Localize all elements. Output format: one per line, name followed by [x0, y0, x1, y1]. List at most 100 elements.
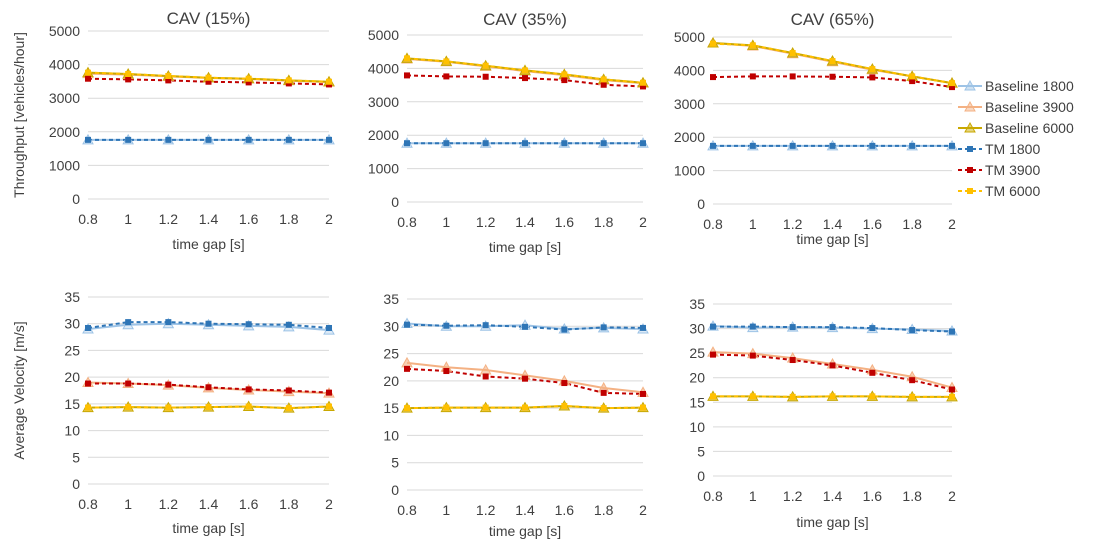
- data-point: [125, 319, 132, 326]
- y-tick-label: 5000: [49, 23, 80, 39]
- data-point: [949, 386, 955, 393]
- y-tick-label: 2000: [49, 124, 80, 140]
- data-point: [245, 136, 252, 143]
- y-tick-label: 5: [72, 449, 80, 465]
- chart-title: CAV (35%): [483, 10, 567, 29]
- chart-title: CAV (15%): [167, 9, 251, 28]
- y-tick-label: 3000: [49, 90, 80, 106]
- x-tick-label: 1.4: [515, 214, 535, 230]
- y-tick-label: 25: [64, 342, 80, 358]
- x-tick-label: 1.4: [199, 496, 219, 512]
- data-point: [125, 71, 132, 78]
- data-point: [949, 84, 955, 91]
- data-point: [869, 74, 876, 81]
- legend-marker: [967, 188, 973, 194]
- data-point: [482, 140, 489, 147]
- x-tick-label: 1.4: [515, 502, 535, 518]
- legend-marker: [964, 100, 976, 112]
- data-point: [789, 357, 796, 364]
- x-tick-label: 1.6: [555, 214, 575, 230]
- y-tick-label: 0: [391, 194, 399, 210]
- data-point: [404, 405, 410, 412]
- data-point: [640, 404, 646, 411]
- y-tick-label: 15: [383, 400, 399, 416]
- x-axis-label: time gap [s]: [172, 236, 244, 252]
- data-point: [600, 76, 607, 83]
- data-point: [85, 75, 91, 82]
- y-tick-label: 0: [72, 191, 80, 207]
- legend-label: Baseline 1800: [985, 78, 1074, 94]
- data-point: [710, 393, 716, 400]
- data-point: [285, 321, 292, 328]
- data-point: [600, 140, 607, 147]
- data-point: [404, 140, 410, 147]
- data-point: [749, 142, 756, 149]
- data-point: [85, 136, 91, 143]
- data-point: [326, 403, 332, 410]
- y-tick-label: 4000: [674, 62, 705, 78]
- data-point: [869, 393, 876, 400]
- y-tick-label: 20: [64, 369, 80, 385]
- data-point: [829, 73, 836, 80]
- y-tick-label: 20: [689, 370, 705, 386]
- data-point: [909, 78, 916, 85]
- y-tick-label: 0: [72, 476, 80, 492]
- y-tick-label: 10: [383, 427, 399, 443]
- x-axis-label: time gap [s]: [489, 239, 561, 255]
- x-tick-label: 0.8: [78, 496, 98, 512]
- data-point: [710, 323, 716, 330]
- data-point: [949, 393, 955, 400]
- x-tick-label: 1.6: [239, 496, 259, 512]
- x-axis-label: time gap [s]: [796, 231, 868, 247]
- data-point: [600, 81, 607, 88]
- x-tick-label: 2: [639, 502, 647, 518]
- data-point: [443, 368, 450, 375]
- data-point: [285, 80, 292, 87]
- x-tick-label: 0.8: [703, 216, 723, 232]
- data-point: [909, 142, 916, 149]
- data-point: [285, 136, 292, 143]
- data-point: [710, 142, 716, 149]
- data-point: [600, 389, 607, 396]
- data-point: [561, 402, 568, 409]
- y-tick-label: 5: [697, 443, 705, 459]
- data-point: [482, 73, 489, 80]
- data-point: [85, 404, 91, 411]
- data-point: [205, 74, 212, 81]
- data-point: [165, 136, 172, 143]
- x-tick-label: 0.8: [78, 211, 98, 227]
- legend-item: TM 6000: [958, 183, 1040, 199]
- data-point: [443, 322, 450, 329]
- data-point: [165, 319, 172, 326]
- data-point: [710, 351, 716, 358]
- data-point: [245, 386, 252, 393]
- data-point: [869, 66, 876, 73]
- x-tick-label: 1.4: [823, 488, 843, 504]
- x-tick-label: 2: [325, 211, 333, 227]
- data-point: [522, 404, 528, 411]
- x-tick-label: 1.8: [902, 488, 922, 504]
- data-point: [165, 404, 172, 411]
- data-point: [404, 72, 410, 79]
- data-point: [326, 389, 332, 396]
- data-point: [85, 324, 91, 331]
- legend: Baseline 1800 Baseline 3900 Baseline 6000 T…: [958, 78, 1074, 199]
- y-tick-label: 30: [383, 318, 399, 334]
- data-point: [829, 142, 836, 149]
- y-tick-label: 2000: [368, 127, 399, 143]
- data-point: [85, 380, 91, 387]
- chart-panel-4: 0 5 10 15 20 25 30 35 0.8 1 1.2 1.4 1.6 1.8 2 time gap …: [11, 289, 335, 536]
- x-tick-label: 1.6: [863, 216, 883, 232]
- x-tick-label: 1.2: [783, 488, 803, 504]
- data-point: [909, 73, 916, 80]
- data-point: [869, 142, 876, 149]
- data-point: [522, 375, 528, 382]
- data-point: [829, 393, 836, 400]
- data-point: [909, 327, 916, 334]
- legend-label: Baseline 6000: [985, 120, 1074, 136]
- legend-item: Baseline 6000: [958, 120, 1074, 136]
- x-tick-label: 1.6: [555, 502, 575, 518]
- y-tick-label: 5000: [368, 27, 399, 43]
- x-tick-label: 1.8: [594, 502, 614, 518]
- y-tick-label: 15: [689, 394, 705, 410]
